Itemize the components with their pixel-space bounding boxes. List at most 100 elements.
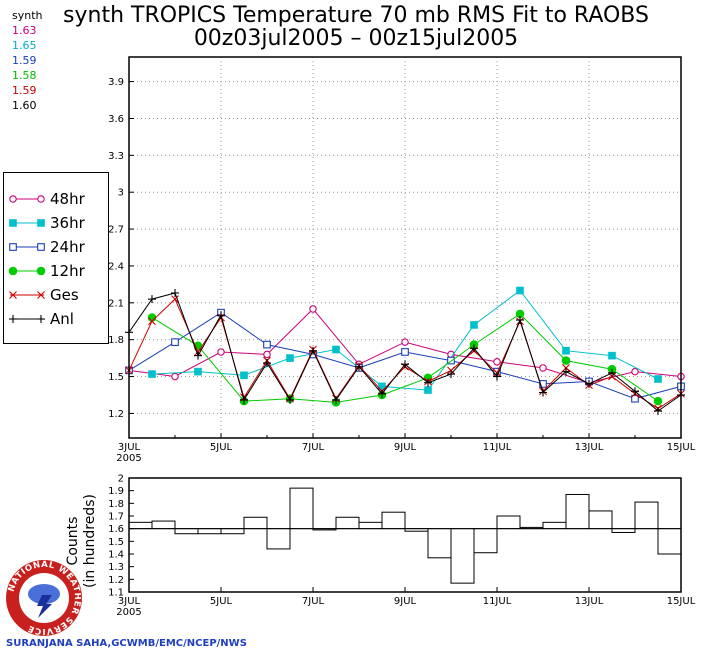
credit-text: SURANJANA SAHA,GCWMB/EMC/NCEP/NWS [6, 638, 247, 649]
data-point-36hr [194, 367, 202, 376]
data-point-36hr-shape [562, 346, 570, 355]
count-y-tick-label: 1.6 [108, 524, 124, 535]
legend-marker-left-shape [8, 266, 18, 276]
legend-item-48hr: 48hr [4, 189, 108, 209]
count-x-tick-label: 5JUL [210, 596, 233, 607]
data-point-36hr-shape [378, 382, 386, 391]
legend-item-ges: Ges [4, 285, 108, 305]
nws-logo: NATIONAL WEATHER SERVICE [6, 560, 82, 636]
count-bar [381, 511, 406, 530]
y-tick-label: 2.4 [108, 261, 124, 272]
data-point-36hr-shape [470, 321, 478, 329]
data-point-12hr [653, 396, 663, 406]
y-tick-label: 1.8 [108, 335, 124, 346]
count-bars [128, 487, 682, 584]
count-y-tick-label: 1.1 [108, 588, 124, 599]
data-point-12hr [561, 356, 571, 365]
count-y-axis-label-line: (in hundreds) [82, 494, 98, 588]
stat-value: 1.60 [12, 99, 37, 112]
legend-marker-left [9, 195, 17, 203]
legend-marker-right-stroke [37, 291, 45, 299]
data-point-Ges [148, 317, 156, 326]
legend-item-24hr: 24hr [4, 237, 108, 257]
data-point-48hr [171, 372, 179, 381]
legend-marker-left-shape [9, 243, 17, 251]
logo-bolt [37, 595, 52, 618]
data-point-Anl [562, 367, 570, 376]
data-point-Anl [263, 359, 271, 368]
data-point-36hr [378, 382, 386, 391]
data-point-36hr-shape [240, 371, 248, 380]
legend-label: 24hr [50, 238, 85, 256]
count-bar [657, 528, 682, 555]
x-tick-label: 13JUL [575, 442, 604, 453]
x-tick-label: 3JUL [118, 442, 141, 453]
data-point-24hr [447, 356, 455, 365]
count-x-tick-label: 9JUL [394, 596, 417, 607]
legend-marker-left [9, 219, 17, 227]
legend-label: Anl [50, 310, 74, 328]
series-36hr [148, 286, 662, 394]
chart-legend: 48hr 36hr 24hr 12hr Ges Anl [3, 172, 109, 344]
count-y-tick-label: 1.5 [108, 537, 124, 548]
legend-label: 48hr [50, 190, 85, 208]
count-bar [174, 528, 199, 535]
stat-value: 1.65 [12, 39, 37, 52]
stat-value: 1.59 [12, 84, 37, 97]
data-point-24hr-shape [171, 338, 179, 346]
y-tick-label: 2.1 [108, 298, 124, 309]
count-bar [542, 521, 567, 530]
count-bar [634, 501, 659, 530]
data-point-48hr-shape [631, 367, 639, 376]
data-point-Anl [171, 288, 179, 297]
series-12hr [147, 309, 663, 407]
data-point-Anl [148, 295, 156, 304]
count-bar [220, 528, 245, 535]
x-year-label: 2005 [116, 453, 141, 464]
legend-marker-24hr [9, 243, 45, 251]
data-point-36hr [608, 351, 616, 360]
legend-item-36hr: 36hr [4, 213, 108, 233]
x-tick-label: 7JUL [302, 442, 325, 453]
data-point-48hr-shape [217, 348, 225, 356]
legend-marker-48hr [9, 195, 45, 203]
data-point-36hr-shape [516, 286, 524, 295]
data-point-Anl [631, 387, 639, 396]
legend-marker-right [37, 291, 45, 299]
legend-marker-left [9, 291, 17, 299]
data-point-48hr [309, 305, 317, 313]
data-point-Anl [217, 311, 225, 320]
stats-panel: synth 1.63 1.65 1.59 1.58 1.59 1.60 [12, 8, 43, 113]
data-point-Anl [447, 370, 455, 379]
legend-marker-left [8, 266, 18, 276]
data-point-36hr-shape [148, 370, 156, 378]
data-point-48hr [217, 348, 225, 356]
series-line-12hr [151, 313, 659, 403]
legend-marker-anl [9, 315, 45, 323]
data-point-36hr [148, 370, 156, 378]
legend-marker-right [37, 219, 45, 227]
count-bar [243, 516, 268, 530]
data-point-36hr [470, 321, 478, 329]
legend-label: Ges [50, 286, 79, 304]
legend-marker-left [9, 315, 17, 323]
stat-value: 1.58 [12, 69, 37, 82]
legend-item-12hr: 12hr [4, 261, 108, 281]
stat-value: 1.63 [12, 24, 37, 37]
legend-marker-36hr [9, 219, 45, 227]
legend-marker-right-shape [37, 195, 45, 203]
x-tick-label: 11JUL [483, 442, 512, 453]
data-point-Anl [378, 389, 386, 398]
count-y-tick-label: 1.7 [108, 512, 124, 523]
data-point-24hr [631, 394, 639, 403]
data-point-12hr [147, 313, 157, 322]
data-point-36hr-shape [286, 354, 294, 362]
data-point-Anl [493, 372, 501, 381]
series-line-36hr [151, 289, 659, 391]
count-y-axis-label-line: Counts [65, 517, 81, 566]
legend-label: 36hr [50, 214, 85, 232]
legend-marker-left-shape [9, 219, 17, 227]
data-point-24hr [401, 348, 409, 356]
data-point-24hr [263, 340, 271, 349]
